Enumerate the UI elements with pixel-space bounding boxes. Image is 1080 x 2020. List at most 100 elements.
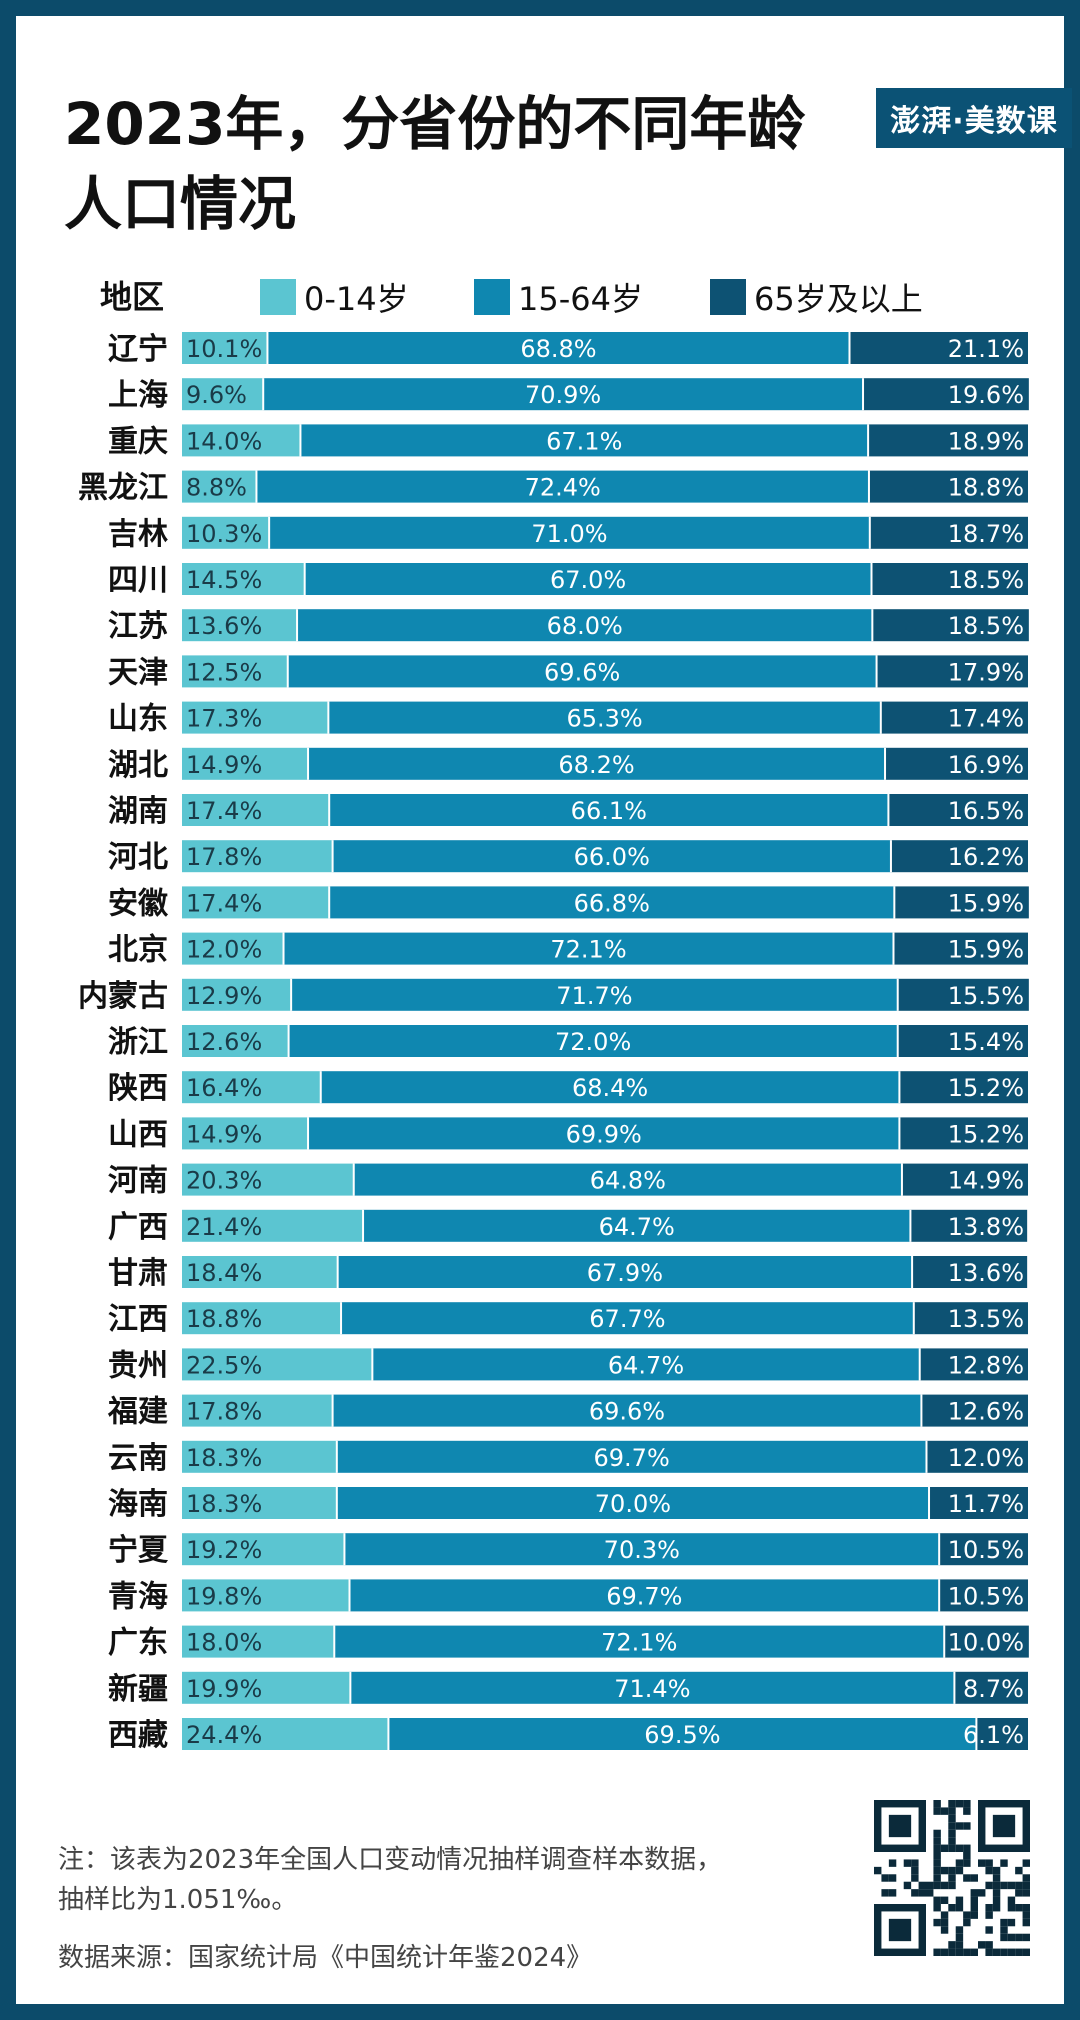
segment-divider: [896, 1025, 899, 1057]
legend-swatch-65-plus: [710, 279, 746, 315]
segment-divider: [867, 424, 870, 457]
qr-module: [948, 1837, 956, 1845]
value-label-15-64: 72.1%: [601, 1629, 677, 1657]
segment-divider: [262, 378, 265, 411]
value-label-15-64: 72.0%: [555, 1028, 631, 1056]
segment-divider: [303, 563, 306, 595]
value-label-0-14: 8.8%: [186, 474, 247, 502]
qr-module: [955, 1904, 964, 1912]
bar-segment-15-64: [341, 1302, 914, 1335]
bar-segment-15-64: [363, 1209, 911, 1242]
bar-segment-15-64: [328, 701, 881, 734]
qr-module: [940, 1911, 949, 1919]
bar-segment-15-64: [334, 1625, 945, 1658]
qr-module: [978, 1859, 986, 1867]
qr-module: [970, 1948, 978, 1956]
bar-segment-0-14: [182, 1025, 289, 1057]
region-label: 河南: [108, 1164, 168, 1199]
qr-module: [874, 1866, 882, 1875]
bar-segment-0-14: [182, 1302, 342, 1335]
qr-module: [970, 1904, 978, 1912]
bar-segment-15-64: [336, 1487, 930, 1519]
region-label: 广东: [108, 1626, 168, 1661]
value-label-0-14: 12.9%: [186, 982, 262, 1010]
qr-module: [1022, 1918, 1030, 1927]
region-label: 四川: [108, 563, 168, 598]
region-column-header: 地区: [100, 278, 165, 316]
qr-module: [940, 1844, 949, 1852]
segment-divider: [290, 978, 293, 1011]
bar-segment-15-64: [350, 1671, 955, 1704]
qr-module: [940, 1881, 949, 1890]
bar-segment-15-64: [283, 932, 894, 965]
segment-divider: [282, 932, 285, 965]
bar-segment-0-14: [182, 332, 268, 364]
bar-segment-0-14: [182, 886, 330, 919]
bar-segment-15-64: [332, 840, 891, 873]
value-label-15-64: 64.8%: [590, 1167, 666, 1195]
data-source: 数据来源：国家统计局《中国统计年鉴2024》: [58, 1943, 593, 1973]
region-label: 辽宁: [108, 332, 168, 367]
bar-segment-65-plus: [890, 840, 1028, 873]
bar-segment-65-plus: [872, 609, 1029, 642]
qr-module: [985, 1911, 993, 1919]
qr-module: [955, 1926, 964, 1934]
qr-module: [933, 1904, 941, 1912]
bar-segment-15-64: [287, 655, 877, 688]
segment-divider: [266, 332, 269, 364]
qr-module: [1015, 1948, 1023, 1956]
segment-divider: [299, 424, 302, 457]
region-label: 新疆: [108, 1672, 168, 1707]
qr-module: [948, 1866, 956, 1875]
region-label: 天津: [108, 655, 168, 690]
segment-divider: [371, 1348, 374, 1381]
bar-segment-65-plus: [901, 1163, 1028, 1196]
qr-module: [911, 1874, 919, 1882]
value-label-15-64: 64.7%: [608, 1351, 684, 1379]
legend-swatch-0-14: [260, 279, 296, 315]
value-label-15-64: 68.8%: [520, 335, 596, 363]
legend-swatch-15-64: [474, 279, 510, 315]
bar-segment-15-64: [332, 1394, 922, 1427]
bar-segment-0-14: [182, 516, 270, 549]
bar-segment-65-plus: [869, 516, 1028, 549]
bar-segment-15-64: [269, 516, 870, 549]
segment-divider: [867, 470, 870, 503]
value-label-65-plus: 15.2%: [948, 1120, 1024, 1148]
segment-divider: [296, 609, 299, 642]
bar-segment-65-plus: [929, 1487, 1028, 1519]
value-label-65-plus: 17.4%: [948, 705, 1024, 733]
value-label-65-plus: 17.9%: [948, 658, 1024, 686]
legend-item-65-plus: 65岁及以上: [710, 278, 923, 318]
value-label-65-plus: 13.8%: [948, 1213, 1024, 1241]
bar-segment-65-plus: [944, 1625, 1029, 1658]
value-label-65-plus: 21.1%: [948, 335, 1024, 363]
value-label-15-64: 65.3%: [566, 705, 642, 733]
value-label-0-14: 14.9%: [186, 751, 262, 779]
qr-module: [992, 1948, 1001, 1956]
qr-module: [940, 1926, 949, 1934]
qr-module: [933, 1881, 941, 1890]
qr-finder-center: [888, 1918, 912, 1942]
segment-divider: [912, 1302, 915, 1335]
qr-module: [1015, 1866, 1023, 1875]
value-label-15-64: 70.3%: [604, 1536, 680, 1564]
qr-module: [940, 1896, 949, 1904]
qr-module: [985, 1926, 993, 1934]
region-label: 山西: [108, 1117, 168, 1152]
qr-module: [940, 1918, 949, 1927]
qr-module: [1000, 1859, 1008, 1867]
qr-module: [1022, 1874, 1030, 1882]
value-label-65-plus: 10.5%: [948, 1582, 1024, 1610]
qr-module: [1022, 1911, 1030, 1919]
bar-segment-0-14: [182, 1718, 389, 1750]
qr-module: [948, 1881, 956, 1890]
qr-module: [1015, 1904, 1023, 1912]
value-label-0-14: 17.8%: [186, 843, 262, 871]
qr-module: [1000, 1926, 1008, 1934]
value-label-15-64: 69.9%: [566, 1120, 642, 1148]
qr-module: [970, 1889, 978, 1897]
segment-divider: [938, 1533, 941, 1566]
value-label-65-plus: 6.1%: [963, 1721, 1024, 1749]
qr-module: [985, 1904, 993, 1912]
